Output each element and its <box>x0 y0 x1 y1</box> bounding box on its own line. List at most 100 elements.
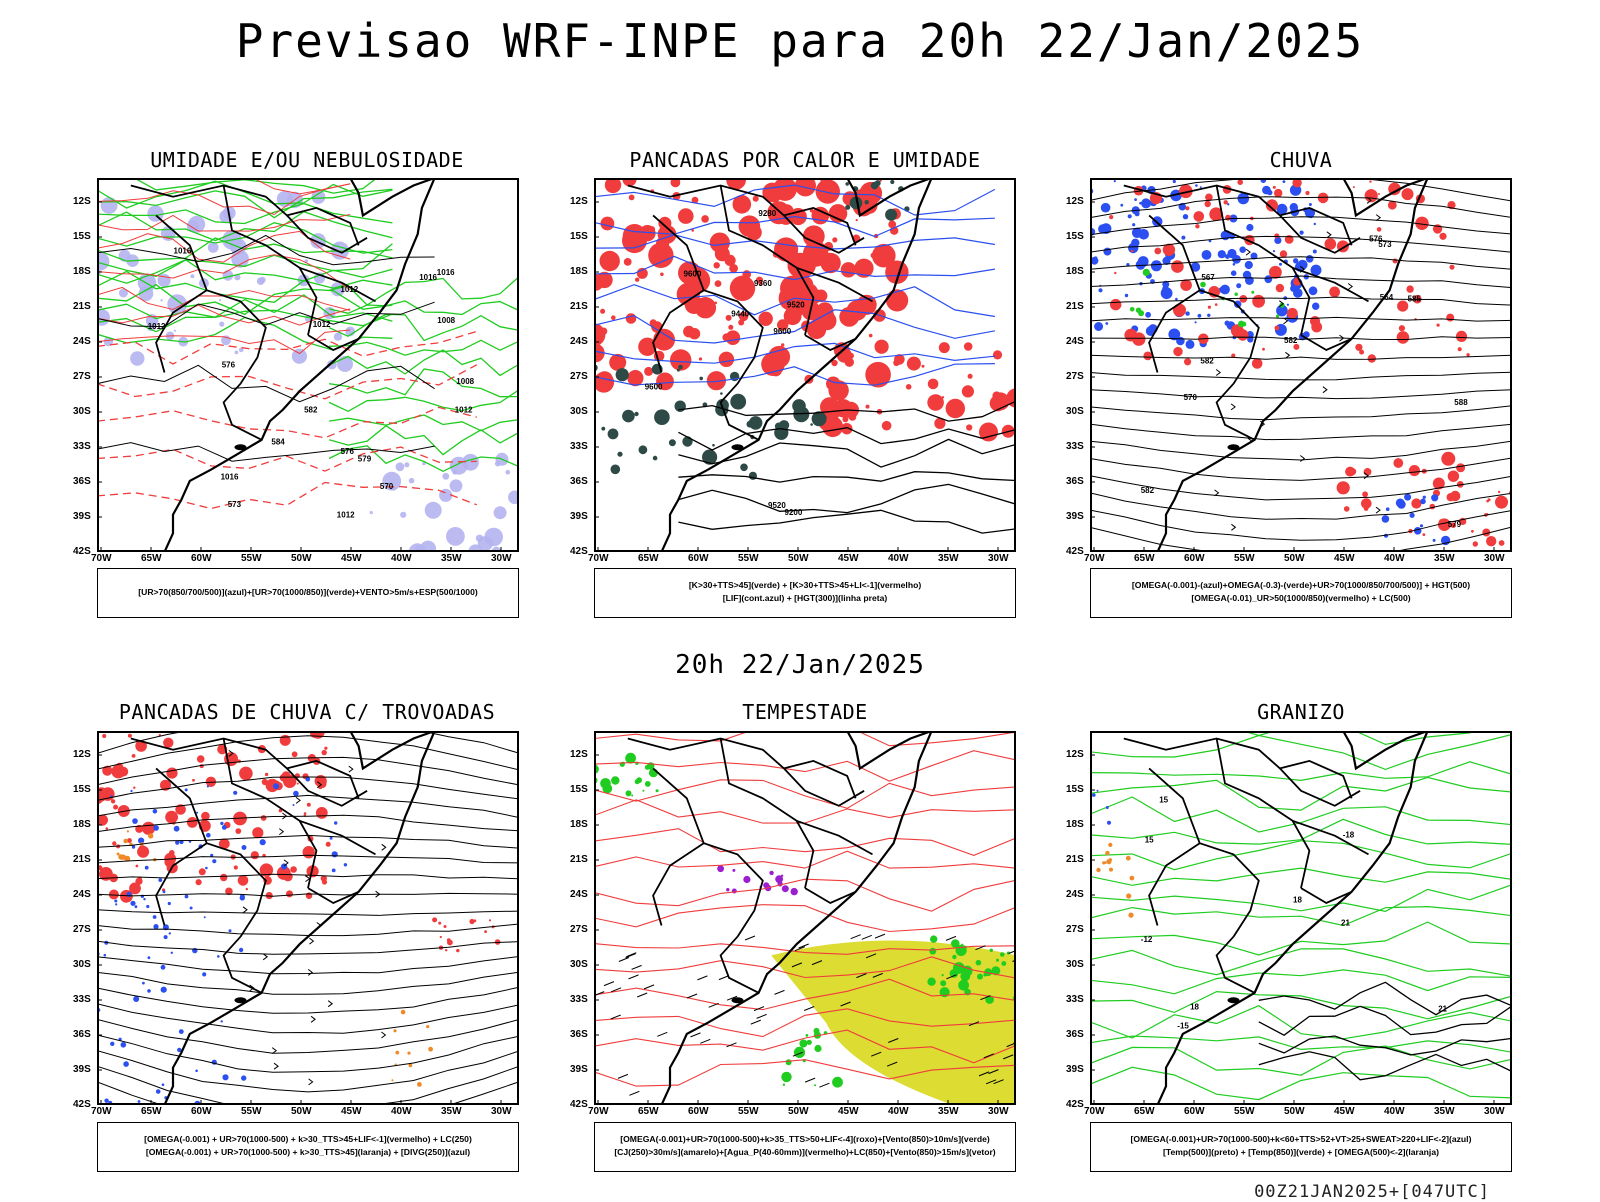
field-patch <box>638 337 657 356</box>
contour-label: 582 <box>1141 486 1155 495</box>
contour-label: 582 <box>1200 357 1214 366</box>
field-patch <box>207 242 219 253</box>
lat-label: 33S <box>570 994 588 1005</box>
field-patch <box>196 755 205 763</box>
contour-line <box>594 828 1016 856</box>
field-patch <box>1313 222 1316 226</box>
field-patch <box>743 875 751 884</box>
field-patch <box>1439 232 1447 240</box>
lat-label: 27S <box>570 924 588 935</box>
field-patch <box>731 888 737 894</box>
field-patch <box>1201 250 1212 260</box>
field-patch <box>311 189 326 204</box>
contour-line <box>594 184 996 216</box>
jet-stream-area <box>771 940 1016 1105</box>
field-patch <box>699 376 703 381</box>
lat-label: 18S <box>570 266 588 277</box>
field-patch <box>1308 203 1312 206</box>
field-patch <box>134 905 138 909</box>
panel-title-pancadas_calor: PANCADAS POR CALOR E UMIDADE <box>629 148 981 172</box>
field-patch <box>110 1041 115 1046</box>
field-patch <box>395 1050 400 1055</box>
field-patch <box>292 804 295 806</box>
field-patch <box>221 825 227 830</box>
lat-label: 24S <box>1066 336 1084 347</box>
field-patch <box>1150 260 1162 272</box>
field-patch <box>190 274 195 279</box>
field-patch <box>167 901 171 906</box>
lon-label: 30W <box>491 553 512 564</box>
streamline <box>97 794 519 818</box>
field-patch <box>1190 262 1201 272</box>
field-patch <box>133 786 136 789</box>
field-patch <box>865 404 870 409</box>
wind-vector <box>988 1069 999 1075</box>
wind-vector <box>946 974 957 980</box>
field-patch <box>153 825 159 831</box>
contour-line <box>97 183 351 216</box>
field-patch <box>717 865 724 873</box>
lat-label: 39S <box>570 511 588 522</box>
country-border <box>652 289 705 373</box>
field-patch <box>222 1074 229 1081</box>
contour-line <box>594 943 1016 955</box>
field-patch <box>983 973 987 977</box>
lon-label: 40W <box>1384 553 1405 564</box>
contour-label: 18 <box>1190 1002 1199 1011</box>
field-patch <box>1251 358 1263 369</box>
field-patch <box>1378 193 1380 195</box>
field-patch <box>325 841 331 847</box>
field-patch <box>930 935 938 943</box>
field-patch <box>1317 192 1329 204</box>
field-patch <box>127 838 132 843</box>
field-patch <box>100 197 118 214</box>
field-patch <box>1388 182 1401 196</box>
country-border <box>286 214 368 254</box>
contour-label: 9200 <box>785 508 803 517</box>
country-border <box>627 737 857 799</box>
wind-vector <box>750 1019 761 1025</box>
country-border <box>155 767 267 938</box>
field-patch <box>233 790 238 795</box>
lat-label: 33S <box>1066 994 1084 1005</box>
contour-line <box>594 1059 1016 1087</box>
field-patch <box>642 789 645 792</box>
contour-line <box>328 300 519 316</box>
contour-line <box>594 284 995 318</box>
field-patch <box>1225 254 1230 259</box>
lake-marker <box>234 997 247 1004</box>
contour-label: 585 <box>1408 295 1422 304</box>
field-patch <box>1129 875 1135 881</box>
streamline <box>97 892 519 897</box>
field-patch <box>1124 293 1129 298</box>
streamline <box>97 756 519 786</box>
map-background <box>97 731 519 1105</box>
wind-vector <box>774 989 785 995</box>
lat-label: 27S <box>1066 924 1084 935</box>
wind-vector <box>1003 1054 1014 1060</box>
model-run-label: 00Z21JAN2025+[047UTC] <box>1254 1182 1490 1202</box>
contour-line <box>328 276 519 306</box>
field-patch <box>1312 302 1320 310</box>
field-patch <box>670 349 692 371</box>
field-patch <box>832 237 838 243</box>
field-patch <box>991 966 1001 976</box>
contour-line <box>594 978 1016 1011</box>
wind-vector <box>978 1071 990 1077</box>
wind-vector <box>708 1002 719 1008</box>
legend-line: [OMEGA(-0.001)+UR>70(1000-500)+k<60+TTS>… <box>1130 1134 1472 1144</box>
field-patch <box>1352 186 1355 189</box>
streamline <box>97 1034 519 1073</box>
wind-vector <box>871 1051 882 1057</box>
field-patch <box>333 332 343 341</box>
field-patch <box>1100 202 1111 213</box>
country-border <box>1300 887 1352 905</box>
field-patch <box>203 916 206 919</box>
lat-label: 42S <box>1066 546 1084 557</box>
contour-label: 570 <box>1184 393 1198 402</box>
field-patch <box>138 837 145 844</box>
field-patch <box>184 894 189 899</box>
country-border <box>1292 819 1369 856</box>
wind-vector <box>603 981 615 987</box>
field-patch <box>941 974 944 977</box>
